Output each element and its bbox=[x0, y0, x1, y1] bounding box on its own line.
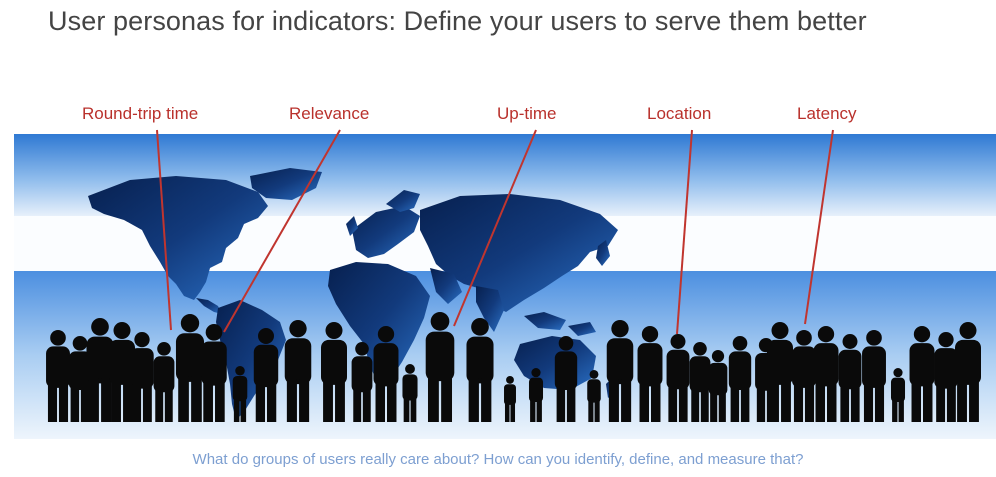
pointer-line-latency bbox=[804, 129, 834, 325]
person-silhouette bbox=[767, 322, 793, 422]
person-silhouette bbox=[606, 320, 634, 422]
person-silhouette bbox=[175, 314, 205, 422]
person-silhouette bbox=[351, 342, 373, 422]
person-silhouette bbox=[153, 342, 175, 422]
person-silhouette bbox=[466, 318, 494, 422]
person-silhouette bbox=[587, 370, 601, 422]
person-silhouette bbox=[284, 320, 312, 422]
people-silhouettes bbox=[46, 312, 981, 422]
person-silhouette bbox=[68, 336, 92, 422]
pointer-line-location bbox=[676, 129, 693, 335]
person-silhouette bbox=[232, 366, 248, 422]
person-silhouette bbox=[813, 326, 839, 422]
person-silhouette bbox=[955, 322, 981, 422]
pointer-line-round-trip-time bbox=[156, 129, 172, 331]
person-silhouette bbox=[637, 326, 663, 422]
person-silhouette bbox=[528, 368, 544, 422]
person-silhouette bbox=[728, 336, 752, 422]
person-silhouette bbox=[425, 312, 455, 422]
slide-title: User personas for indicators: Define you… bbox=[48, 6, 867, 36]
label-latency: Latency bbox=[797, 104, 857, 123]
person-silhouette bbox=[46, 330, 70, 422]
person-silhouette bbox=[373, 326, 399, 422]
person-silhouette bbox=[86, 318, 114, 422]
person-silhouette bbox=[934, 332, 958, 422]
person-silhouette bbox=[909, 326, 935, 422]
person-silhouette bbox=[253, 328, 279, 422]
person-silhouette bbox=[130, 332, 154, 422]
person-silhouette bbox=[402, 364, 418, 422]
person-silhouette bbox=[708, 350, 728, 422]
pointer-line-up-time bbox=[453, 129, 537, 327]
person-silhouette bbox=[504, 376, 516, 422]
person-silhouette bbox=[666, 334, 690, 422]
person-silhouette bbox=[201, 324, 227, 422]
person-silhouette bbox=[862, 330, 886, 422]
person-silhouette bbox=[554, 336, 578, 422]
person-silhouette bbox=[890, 368, 906, 422]
label-relevance: Relevance bbox=[289, 104, 370, 123]
person-silhouette bbox=[792, 330, 816, 422]
person-silhouette bbox=[321, 322, 347, 422]
label-round-trip-time: Round-trip time bbox=[82, 104, 199, 123]
slide-caption: What do groups of users really care abou… bbox=[192, 451, 804, 468]
label-up-time: Up-time bbox=[497, 104, 557, 123]
person-silhouette bbox=[838, 334, 862, 422]
pointer-lines bbox=[156, 129, 834, 335]
pointer-line-relevance bbox=[223, 129, 341, 333]
person-silhouette bbox=[689, 342, 711, 422]
person-silhouette bbox=[109, 322, 135, 422]
label-location: Location bbox=[647, 104, 712, 123]
